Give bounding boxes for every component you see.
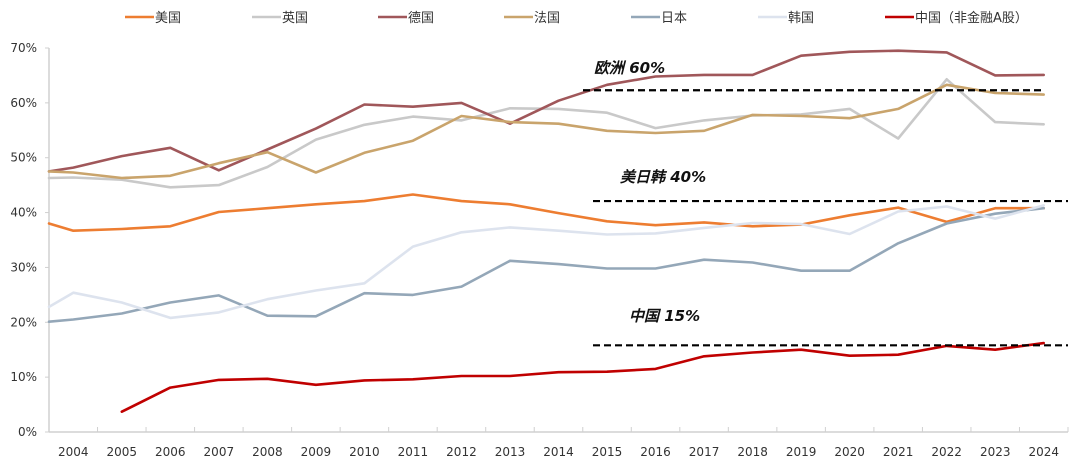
x-tick-label: 2021 xyxy=(883,445,914,459)
y-tick-label: 40% xyxy=(10,206,37,220)
x-tick-label: 2022 xyxy=(931,445,962,459)
x-tick-label: 2005 xyxy=(107,445,138,459)
legend-label: 英国 xyxy=(282,11,308,26)
series-line xyxy=(47,193,1045,232)
x-tick-label: 2015 xyxy=(592,445,623,459)
series-line xyxy=(47,49,1045,173)
series-line xyxy=(47,78,1045,189)
y-tick-label: 70% xyxy=(10,41,37,55)
x-tick-label: 2014 xyxy=(543,445,574,459)
legend-item: 英国 xyxy=(252,11,308,26)
y-tick-label: 50% xyxy=(10,151,37,165)
x-tick-label: 2011 xyxy=(398,445,429,459)
x-tick-label: 2023 xyxy=(980,445,1011,459)
x-tick-label: 2012 xyxy=(446,445,477,459)
reference-lines: 欧洲 60% 美日韩 40% 中国 15% xyxy=(583,59,1068,347)
x-tick-label: 2018 xyxy=(737,445,768,459)
legend-item: 美国 xyxy=(125,11,181,26)
x-tick-label: 2009 xyxy=(301,445,332,459)
legend-label: 日本 xyxy=(661,11,687,26)
legend-label: 德国 xyxy=(408,11,434,26)
legend-label: 韩国 xyxy=(788,11,814,26)
series-line xyxy=(47,83,1045,180)
x-tick-label: 2010 xyxy=(349,445,380,459)
y-tick-label: 30% xyxy=(10,260,37,274)
legend-label: 法国 xyxy=(534,11,560,26)
y-tick-label: 20% xyxy=(10,315,37,329)
series-lines xyxy=(47,49,1045,414)
legend-item: 日本 xyxy=(631,11,687,26)
axes: 0% 10% 20% 30% 40% 50% 60% 70% 2004 2005 2006 2007 2… xyxy=(10,41,1069,459)
y-tick-label: 10% xyxy=(10,370,37,384)
x-tick-label: 2020 xyxy=(834,445,865,459)
x-tick-label: 2008 xyxy=(252,445,283,459)
reference-annotation: 美日韩 40% xyxy=(620,168,706,186)
reference-annotation: 中国 15% xyxy=(629,307,700,325)
legend-label: 中国（非金融A股） xyxy=(915,10,1028,26)
x-tick-label: 2017 xyxy=(689,445,720,459)
legend-item: 德国 xyxy=(378,11,434,26)
legend: 美国 英国 德国 法国 日本 韩国 中国（非金融A股） xyxy=(125,10,1028,26)
x-tick-label: 2004 xyxy=(58,445,89,459)
reference-annotation: 欧洲 60% xyxy=(594,59,665,77)
legend-item: 法国 xyxy=(504,11,560,26)
legend-label: 美国 xyxy=(155,11,181,26)
x-tick-label: 2024 xyxy=(1028,445,1059,459)
series-line xyxy=(120,341,1045,414)
x-tick-label: 2007 xyxy=(204,445,235,459)
x-tick-label: 2019 xyxy=(786,445,817,459)
y-tick-label: 0% xyxy=(18,425,37,439)
x-tick-label: 2006 xyxy=(155,445,186,459)
x-tick-label: 2016 xyxy=(640,445,671,459)
x-tick-label: 2013 xyxy=(495,445,526,459)
legend-item: 韩国 xyxy=(758,11,814,26)
series-line xyxy=(47,206,1045,324)
y-tick-label: 60% xyxy=(10,96,37,110)
legend-item: 中国（非金融A股） xyxy=(885,10,1028,26)
series-line xyxy=(47,204,1045,320)
